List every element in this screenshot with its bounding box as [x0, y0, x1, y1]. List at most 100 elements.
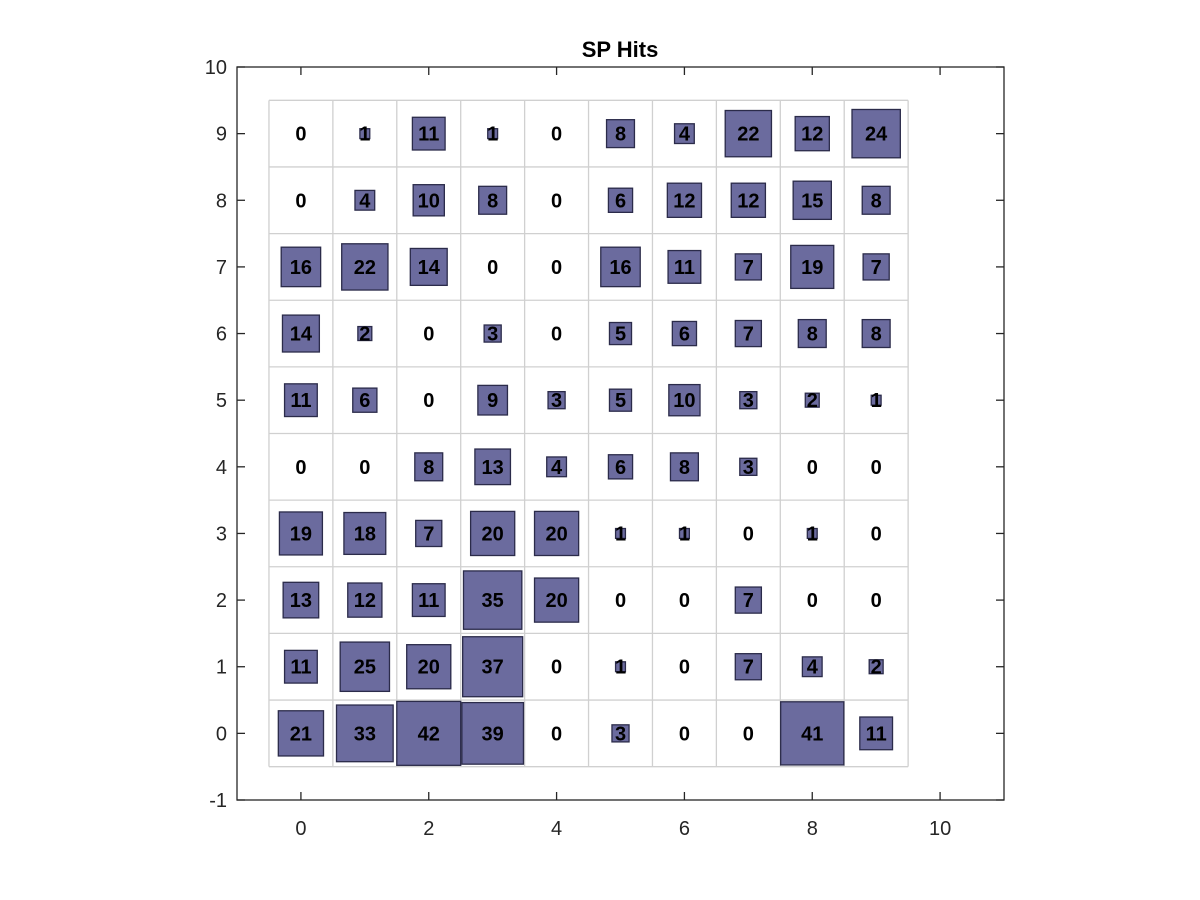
hit-label: 4	[359, 190, 371, 212]
hit-box	[734, 653, 763, 681]
hit-box	[668, 383, 701, 417]
hit-box	[666, 182, 703, 219]
y-tick-label: 8	[216, 190, 227, 212]
hit-box	[859, 716, 894, 751]
hit-label: 8	[487, 190, 498, 212]
hit-box	[804, 392, 820, 408]
x-tick-label: 0	[295, 818, 306, 840]
hit-label: 2	[807, 390, 818, 412]
hit-box	[478, 185, 508, 215]
y-tick-label: 7	[216, 257, 227, 279]
hit-box	[341, 243, 389, 291]
hit-label: 21	[290, 723, 312, 745]
hit-box	[352, 387, 378, 413]
hit-labels: 0 1 11 1 0 8 4 22 12 240 4 10 8 0 6 12 12 15 816 22 14 0 0 16 11…	[290, 124, 888, 746]
hit-box	[415, 519, 443, 548]
hit-label: 33	[354, 723, 376, 745]
hit-label: 3	[551, 390, 562, 412]
hit-label: 0	[295, 457, 306, 479]
hit-label: 2	[871, 657, 882, 679]
hit-box	[409, 247, 448, 287]
hit-box	[605, 119, 636, 149]
hit-box	[469, 510, 516, 557]
hit-label: 1	[487, 124, 498, 146]
hit-box	[806, 527, 818, 540]
hit-box	[335, 704, 394, 763]
hit-label: 14	[418, 257, 441, 279]
hit-box	[412, 184, 445, 217]
hit-box	[862, 253, 890, 281]
hit-box	[406, 644, 452, 690]
hit-label: 19	[801, 257, 823, 279]
hit-box	[739, 457, 758, 477]
hit-label: 15	[801, 190, 823, 212]
y-tick-label: 5	[216, 390, 227, 412]
hit-label: 41	[801, 723, 823, 745]
hit-label: 7	[743, 657, 754, 679]
hit-box	[546, 456, 568, 478]
hit-label: 8	[423, 457, 434, 479]
hit-label: 0	[679, 590, 690, 612]
hit-label: 35	[482, 590, 504, 612]
hit-box	[851, 108, 901, 159]
hit-label: 0	[807, 457, 818, 479]
hit-label: 6	[679, 324, 690, 346]
hit-label: 20	[545, 523, 567, 545]
hit-label: 5	[615, 324, 626, 346]
hit-label: 1	[871, 390, 882, 412]
hit-label: 8	[871, 324, 882, 346]
hit-box	[794, 115, 830, 152]
hit-box	[671, 320, 698, 347]
hit-box	[611, 724, 630, 743]
hit-box	[282, 581, 320, 619]
hit-box	[283, 649, 318, 684]
hit-label: 8	[871, 190, 882, 212]
hit-label: 4	[807, 657, 819, 679]
hit-box	[283, 383, 318, 418]
hit-label: 3	[743, 390, 754, 412]
x-tick-label: 8	[807, 818, 818, 840]
hit-box	[277, 710, 325, 757]
hit-box	[474, 448, 512, 486]
hit-label: 0	[871, 457, 882, 479]
x-tick-label: 2	[423, 818, 434, 840]
hit-label: 7	[871, 257, 882, 279]
hit-label: 0	[551, 257, 562, 279]
hit-box	[411, 583, 446, 618]
y-tick-label: 4	[216, 457, 227, 479]
hit-label: 22	[737, 124, 759, 146]
hit-label: 12	[673, 190, 695, 212]
hit-label: 11	[418, 124, 439, 146]
hit-label: 1	[615, 523, 626, 545]
hit-label: 4	[551, 457, 563, 479]
hit-label: 20	[418, 657, 440, 679]
hit-box	[739, 390, 758, 410]
hit-label: 12	[737, 190, 759, 212]
hit-box	[673, 123, 695, 145]
hit-box	[359, 128, 371, 140]
hit-box	[797, 318, 827, 349]
hit-label: 25	[354, 657, 376, 679]
hit-box	[607, 454, 634, 480]
x-tick-label: 4	[551, 818, 562, 840]
hit-box	[868, 659, 884, 675]
hit-box	[667, 249, 702, 284]
y-tick-label: 1	[216, 657, 227, 679]
hit-box	[343, 511, 387, 556]
hit-label: 13	[290, 590, 312, 612]
x-tick-label: 6	[679, 818, 690, 840]
hit-label: 0	[679, 657, 690, 679]
hit-label: 0	[615, 590, 626, 612]
hit-box	[730, 182, 767, 219]
hit-box	[533, 577, 580, 623]
hit-box	[614, 527, 627, 540]
hit-label: 39	[482, 723, 504, 745]
hit-box	[678, 527, 690, 540]
hit-label: 0	[871, 590, 882, 612]
hit-box	[734, 253, 763, 281]
hit-label: 7	[743, 324, 754, 346]
hit-box	[600, 246, 641, 288]
hit-box	[462, 636, 524, 698]
hit-label: 42	[418, 723, 440, 745]
hit-box	[477, 384, 509, 416]
